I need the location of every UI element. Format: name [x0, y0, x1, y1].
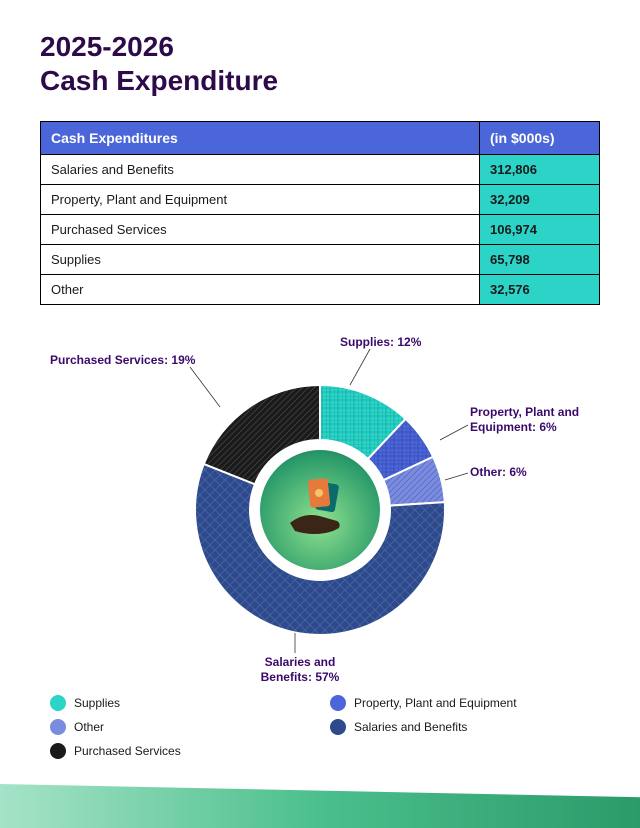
table-row: Supplies65,798 [41, 245, 600, 275]
row-value: 32,209 [480, 185, 600, 215]
row-label: Salaries and Benefits [41, 155, 480, 185]
hand-with-cards-icon [285, 473, 355, 548]
page-title: 2025-2026 Cash Expenditure [40, 30, 600, 97]
donut-chart: Supplies: 12% Property, Plant and Equipm… [40, 335, 600, 685]
table-row: Salaries and Benefits312,806 [41, 155, 600, 185]
legend-swatch [330, 719, 346, 735]
legend-label: Other [74, 720, 104, 734]
legend-item: Property, Plant and Equipment [330, 695, 590, 711]
title-line1: 2025-2026 [40, 31, 174, 62]
row-label: Property, Plant and Equipment [41, 185, 480, 215]
callout-salaries: Salaries and Benefits: 57% [240, 655, 360, 684]
footer-gradient [0, 784, 640, 828]
table-row: Purchased Services106,974 [41, 215, 600, 245]
callout-purchased: Purchased Services: 19% [50, 353, 195, 367]
legend-item: Supplies [50, 695, 310, 711]
callout-ppe: Property, Plant and Equipment: 6% [470, 405, 600, 434]
chart-legend: Supplies Property, Plant and Equipment Oth… [40, 695, 600, 759]
callout-supplies: Supplies: 12% [340, 335, 421, 349]
legend-swatch [50, 743, 66, 759]
callout-other: Other: 6% [470, 465, 527, 479]
row-label: Supplies [41, 245, 480, 275]
row-label: Other [41, 275, 480, 305]
row-value: 32,576 [480, 275, 600, 305]
table-row: Other32,576 [41, 275, 600, 305]
legend-item: Salaries and Benefits [330, 719, 590, 735]
legend-swatch [50, 719, 66, 735]
table-row: Property, Plant and Equipment32,209 [41, 185, 600, 215]
legend-label: Salaries and Benefits [354, 720, 467, 734]
row-value: 312,806 [480, 155, 600, 185]
row-value: 65,798 [480, 245, 600, 275]
table-header-left: Cash Expenditures [41, 122, 480, 155]
legend-label: Purchased Services [74, 744, 181, 758]
legend-item: Purchased Services [50, 743, 310, 759]
expenditure-table: Cash Expenditures (in $000s) Salaries an… [40, 121, 600, 305]
legend-item: Other [50, 719, 310, 735]
legend-swatch [50, 695, 66, 711]
legend-swatch [330, 695, 346, 711]
title-line2: Cash Expenditure [40, 65, 278, 96]
row-label: Purchased Services [41, 215, 480, 245]
donut-center-illustration [260, 450, 380, 570]
table-header-right: (in $000s) [480, 122, 600, 155]
legend-label: Property, Plant and Equipment [354, 696, 517, 710]
legend-label: Supplies [74, 696, 120, 710]
row-value: 106,974 [480, 215, 600, 245]
